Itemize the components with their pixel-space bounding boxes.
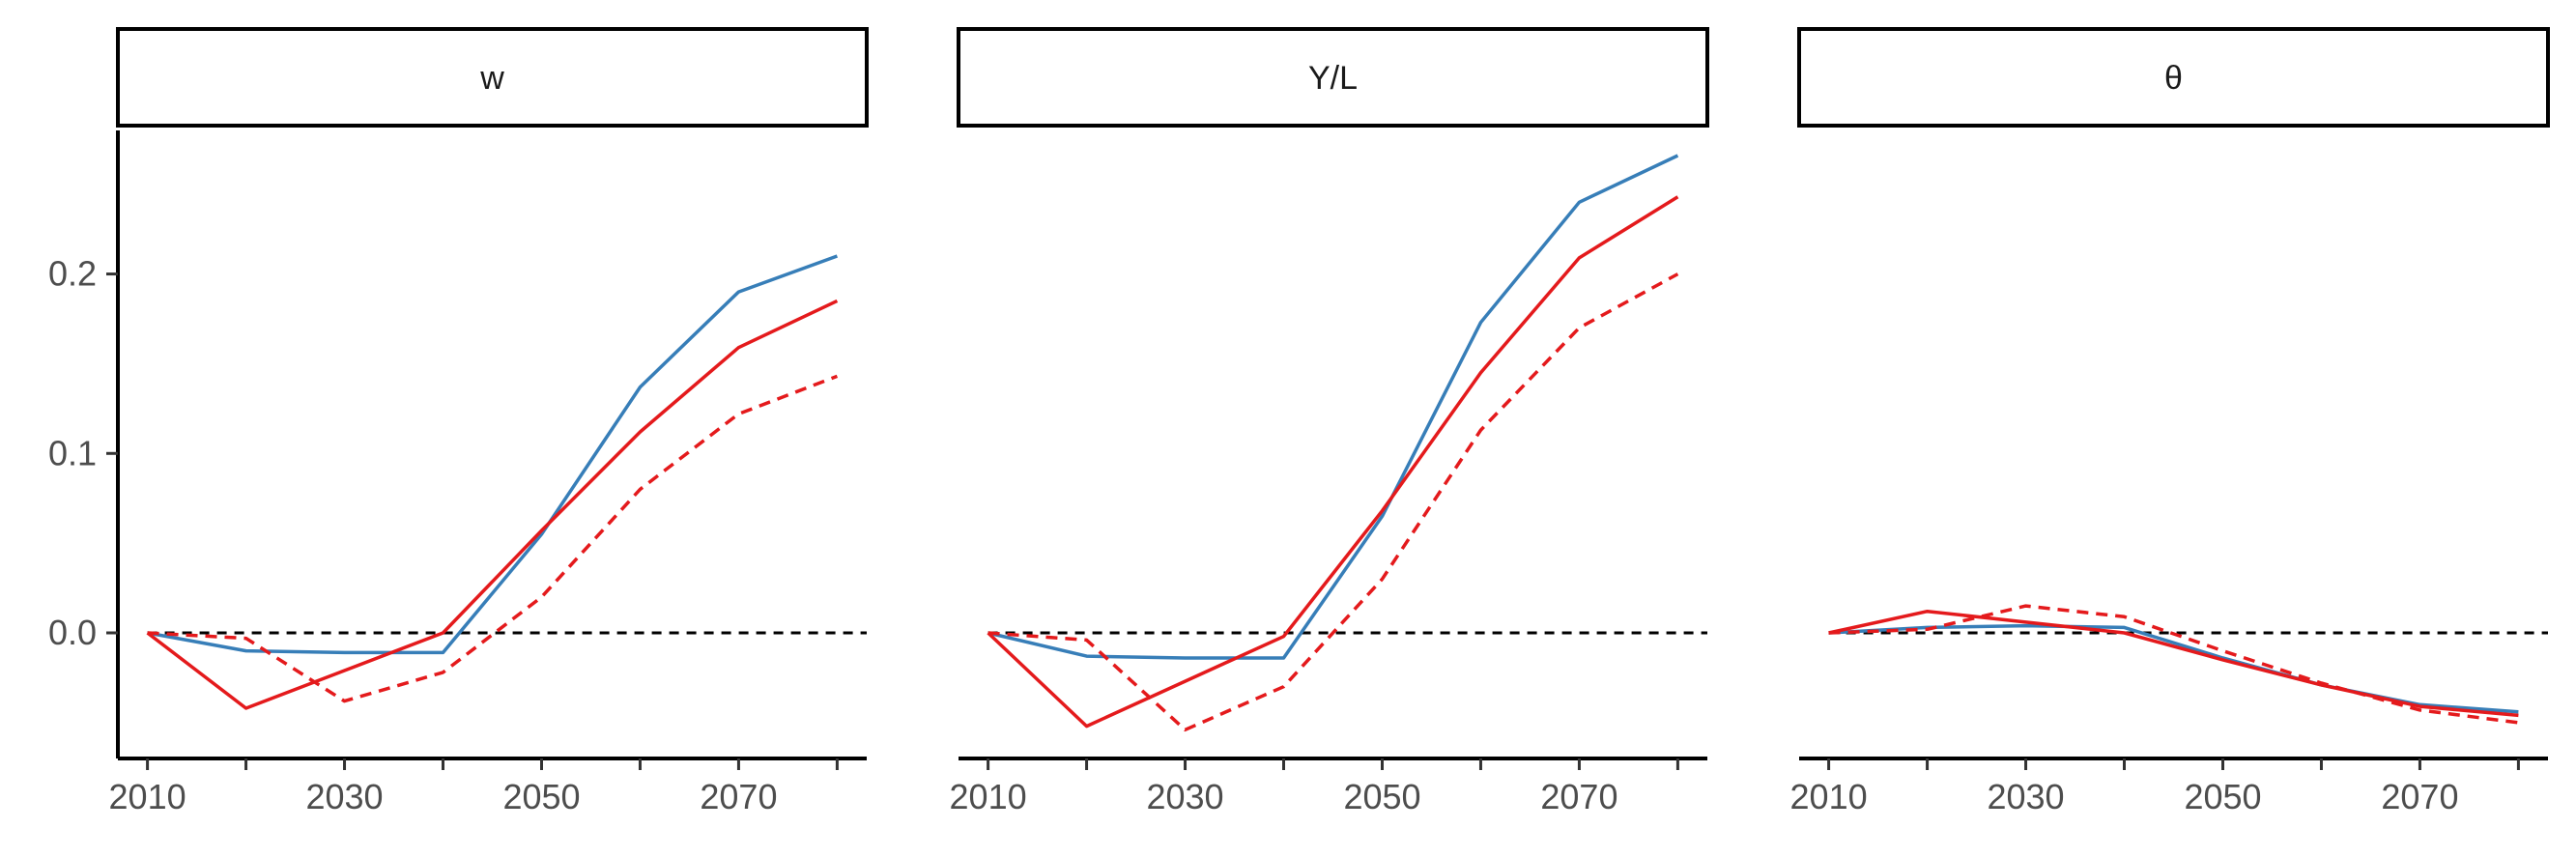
facet-strip [116, 27, 869, 128]
blue-solid-series-line [147, 254, 838, 655]
facet-panels: w 2010 2030 2050 2070 Y/L 2010 2030 2050 2070 θ 201… [106, 27, 2550, 816]
red-dashed-series-line [987, 272, 1679, 732]
x-tick-label: 2010 [1790, 777, 1868, 816]
red-dashed-series-line [1828, 604, 2519, 725]
x-tick-label: 2050 [1343, 777, 1420, 816]
facet-strip [957, 27, 1709, 128]
y-axis-tick-labels: 0.0 0.1 0.2 [48, 254, 97, 652]
x-tick-label: 2070 [700, 777, 777, 816]
y-tick-label: 0.0 [48, 613, 97, 652]
x-tick-label: 2010 [950, 777, 1027, 816]
x-tick-label: 2010 [109, 777, 186, 816]
facet-strip [1797, 27, 2550, 128]
x-tick-label: 2030 [1987, 777, 2064, 816]
y-tick-label: 0.2 [48, 254, 97, 294]
facet-panel: Y/L 2010 2030 2050 2070 [950, 27, 1709, 816]
x-tick-label: 2030 [305, 777, 383, 816]
red-solid-series-line [987, 195, 1679, 729]
facet-strip-label: θ [2164, 60, 2183, 97]
y-tick-label: 0.1 [48, 433, 97, 472]
facet-strip-label: w [479, 60, 504, 97]
red-solid-series-line [146, 299, 839, 710]
blue-solid-series-line [987, 154, 1679, 660]
facet-panel: w 2010 2030 2050 2070 [106, 27, 869, 816]
blue-solid-series-line [1828, 623, 2519, 714]
x-tick-label: 2050 [502, 777, 580, 816]
x-tick-label: 2070 [1540, 777, 1617, 816]
x-tick-label: 2070 [2381, 777, 2458, 816]
x-tick-label: 2030 [1146, 777, 1223, 816]
facet-panel: θ 2010 2030 2050 2070 [1790, 27, 2550, 816]
red-dashed-series-line [147, 374, 839, 703]
red-solid-series-line [1828, 609, 2519, 718]
facet-strip-label: Y/L [1308, 60, 1358, 97]
x-tick-label: 2050 [2184, 777, 2261, 816]
